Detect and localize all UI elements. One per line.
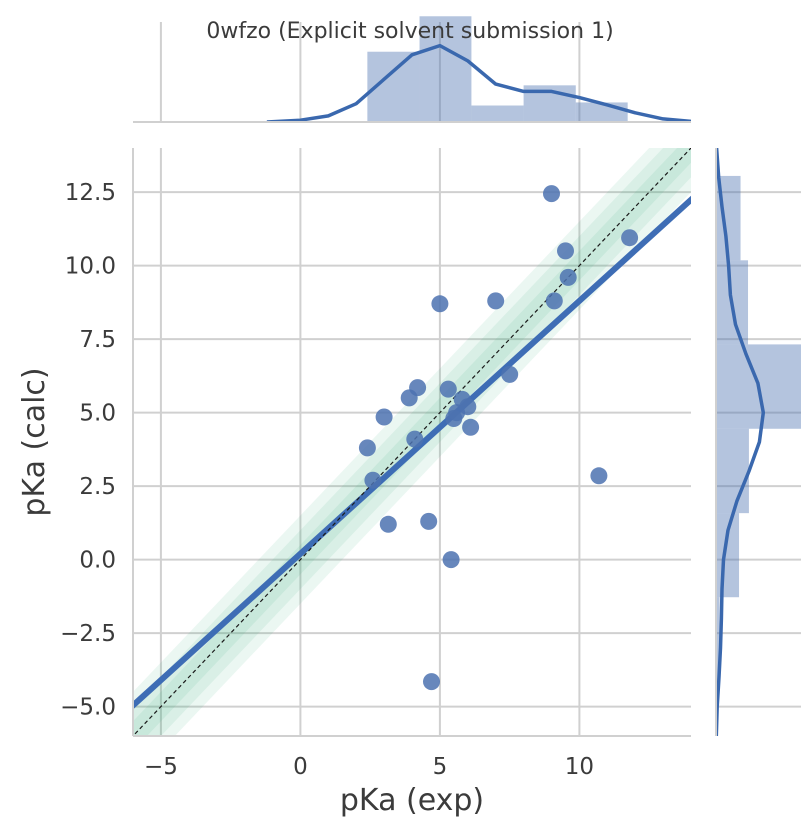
x-tick-labels: −5 0 5 10 — [144, 754, 594, 780]
top-histogram-bar — [419, 16, 472, 122]
data-point — [462, 418, 480, 436]
y-tick-label: 0.0 — [79, 548, 116, 574]
top-histogram-bar — [471, 105, 524, 122]
scatter-points — [358, 185, 639, 691]
x-tick-label: 10 — [565, 754, 594, 780]
y-tick-label: 5.0 — [79, 401, 116, 427]
x-axis-label: pKa (exp) — [340, 783, 484, 818]
regression-line — [133, 195, 691, 710]
data-point — [459, 398, 477, 416]
right-histogram-bar — [716, 513, 740, 598]
data-point — [358, 439, 376, 457]
right-histogram-bar — [716, 428, 749, 514]
x-tick-label: 5 — [433, 754, 448, 780]
y-tick-label: 12.5 — [65, 180, 116, 206]
data-point — [420, 512, 438, 530]
data-point — [379, 515, 397, 533]
data-point — [423, 673, 440, 691]
right-histogram-grid — [716, 191, 801, 708]
chart-title: 0wfzo (Explicit solvent submission 1) — [206, 19, 613, 44]
y-tick-label: −2.5 — [60, 621, 116, 647]
right-histogram — [716, 148, 801, 736]
top-histogram-grid — [159, 22, 581, 122]
data-point — [375, 408, 393, 426]
right-kde-curve — [716, 148, 766, 736]
right-histogram-bar — [716, 597, 720, 682]
x-tick-label: 0 — [293, 754, 308, 780]
data-point — [621, 229, 639, 247]
data-point — [364, 471, 382, 489]
data-point — [545, 292, 563, 310]
data-point — [543, 185, 560, 203]
y-axis-label: pKa (calc) — [17, 367, 52, 516]
top-histogram — [266, 16, 691, 123]
data-point — [442, 551, 460, 569]
x-tick-label: −5 — [144, 754, 178, 780]
y-tick-label: −5.0 — [60, 695, 116, 721]
data-point — [559, 268, 577, 286]
data-point — [431, 295, 449, 313]
data-point — [557, 242, 574, 260]
data-point — [590, 467, 608, 485]
axis-spines — [132, 121, 717, 737]
main-grid — [133, 148, 691, 736]
data-point — [487, 292, 505, 310]
data-point — [406, 430, 424, 448]
data-point — [439, 380, 457, 398]
data-point — [409, 379, 427, 397]
y-tick-labels: −5.0 −2.5 0.0 2.5 5.0 7.5 10.0 12.5 — [60, 180, 116, 721]
y-tick-label: 10.0 — [65, 254, 116, 280]
y-tick-label: 2.5 — [79, 474, 116, 500]
data-point — [501, 365, 519, 383]
top-histogram-bar — [575, 102, 628, 122]
y-tick-label: 7.5 — [79, 327, 116, 353]
top-kde-curve — [266, 43, 691, 123]
